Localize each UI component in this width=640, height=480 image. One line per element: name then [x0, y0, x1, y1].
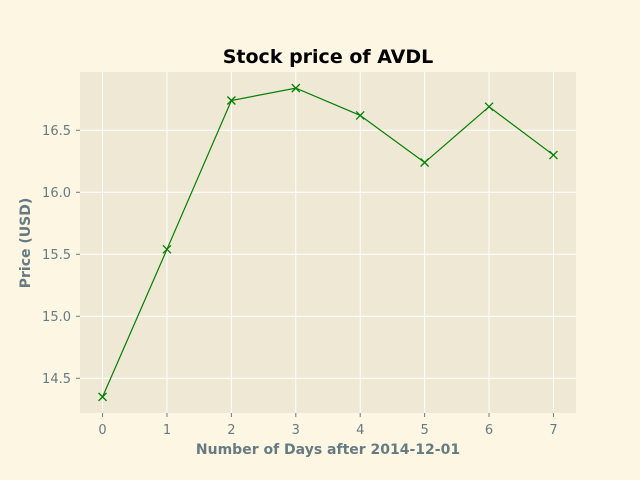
data-point-marker	[484, 102, 494, 112]
marker-stroke	[420, 158, 430, 167]
data-point-marker	[291, 83, 301, 93]
y-tick-label: 15.0	[42, 310, 71, 325]
series-line	[102, 87, 554, 398]
data-point-marker	[162, 244, 172, 254]
x-tick-label: 5	[420, 423, 428, 438]
x-tick-label: 7	[549, 423, 557, 438]
x-tick-label: 1	[163, 423, 171, 438]
y-tick-label: 16.5	[42, 124, 71, 139]
marker-stroke	[355, 110, 365, 120]
axis-ticks: 0 1 2 3 4 5 6 7 14.5 15.0 15.5 16.0 16.5	[42, 124, 558, 438]
data-point-marker	[420, 158, 430, 167]
marker-stroke	[98, 392, 108, 402]
y-tick-label: 15.5	[42, 248, 71, 263]
x-tick-label: 2	[227, 423, 235, 438]
data-point-marker	[355, 110, 365, 120]
grid-lines	[80, 72, 576, 413]
marker-stroke	[162, 244, 172, 254]
x-tick-label: 4	[356, 423, 364, 438]
x-tick-label: 6	[485, 423, 493, 438]
data-series	[98, 83, 558, 402]
x-axis-label: Number of Days after 2014-12-01	[196, 442, 460, 458]
plot-area	[80, 72, 576, 413]
data-point-marker	[548, 150, 558, 160]
marker-stroke	[226, 96, 236, 105]
x-tick-label: 3	[292, 423, 300, 438]
chart-title: Stock price of AVDL	[223, 46, 434, 68]
marker-stroke	[291, 83, 301, 93]
y-axis-label: Price (USD)	[18, 198, 34, 289]
marker-stroke	[484, 102, 494, 112]
data-point-marker	[98, 392, 108, 402]
data-point-marker	[226, 96, 236, 105]
marker-stroke	[548, 150, 558, 160]
y-tick-label: 14.5	[42, 372, 71, 387]
y-tick-label: 16.0	[42, 186, 71, 201]
x-tick-label: 0	[98, 423, 106, 438]
